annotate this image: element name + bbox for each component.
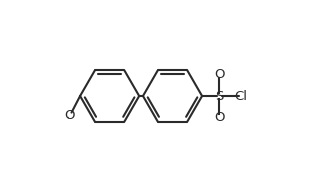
Text: S: S bbox=[215, 89, 223, 103]
Text: O: O bbox=[214, 68, 225, 81]
Text: O: O bbox=[64, 108, 75, 122]
Text: O: O bbox=[214, 111, 225, 124]
Text: Cl: Cl bbox=[235, 89, 248, 103]
